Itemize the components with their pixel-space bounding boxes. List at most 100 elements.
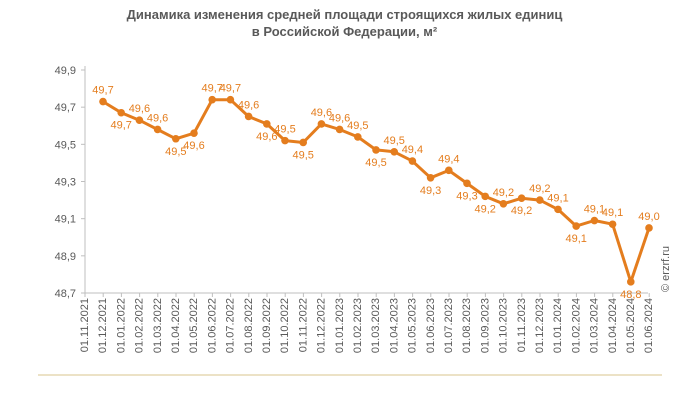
x-tick-label: 01.11.2023 [516,298,528,352]
data-point [426,173,435,182]
x-tick-label: 01.06.2024 [643,298,655,353]
x-tick-label: 01.11.2022 [297,298,309,352]
data-point [226,95,235,104]
data-point [608,220,617,229]
data-label: 49,1 [602,207,623,219]
data-point [335,125,344,134]
chart-plot-area: 49,749,749,649,649,549,649,749,749,649,6… [92,83,659,301]
watermark: © erzrf.ru [660,246,672,292]
data-label: 49,5 [165,146,186,158]
data-label: 49,5 [292,149,313,161]
x-tick-label: 01.09.2023 [479,298,491,353]
data-point [408,157,417,165]
y-tick-label: 49,7 [55,102,76,114]
x-tick-label: 01.01.2022 [115,298,127,353]
x-tick-label: 01.02.2023 [352,298,364,353]
x-tick-label: 01.01.2023 [334,298,346,353]
data-point [536,196,544,204]
y-tick-label: 49,1 [55,214,76,226]
series-line [101,98,651,284]
y-tick-label: 48,7 [55,288,76,300]
data-point [244,112,253,121]
data-point [499,200,508,208]
y-tick-label: 48,9 [55,251,76,263]
x-tick-label: 01.12.2023 [534,298,546,353]
data-label: 49,3 [420,185,441,197]
data-point [153,125,162,134]
chart-title-line-1: Динамика изменения средней площади строя… [126,7,563,22]
data-point [263,120,271,128]
x-tick-label: 01.05.2022 [188,298,200,353]
chart-title: Динамика изменения средней площади строя… [0,6,689,40]
x-tick-label: 01.10.2022 [279,298,291,353]
data-label: 49,2 [511,205,532,217]
data-label: 49,5 [365,157,386,169]
data-label: 49,4 [402,144,423,156]
data-label: 49,1 [547,192,568,204]
data-point [354,133,362,141]
data-label: 49,2 [529,183,550,195]
data-label: 49,5 [383,135,404,147]
data-point [135,116,144,124]
data-label: 49,1 [565,233,586,245]
data-label: 49,7 [110,120,131,132]
x-tick-label: 01.12.2021 [97,298,109,353]
x-tick-label: 01.03.2022 [152,298,164,353]
chart-title-line-2: в Российской Федерации, м² [251,24,438,39]
data-label: 49,7 [92,85,113,97]
data-label: 49,1 [584,204,605,216]
data-point [517,194,526,203]
x-tick-label: 01.03.2024 [589,298,601,353]
data-point [99,97,107,106]
data-point [281,136,289,145]
data-label: 48,8 [620,289,641,301]
x-tick-label: 01.08.2022 [243,298,255,353]
data-point [481,192,490,201]
data-label: 49,0 [638,211,659,223]
data-point [445,166,453,175]
x-tick-label: 01.06.2023 [425,298,437,353]
data-label: 49,2 [493,187,514,199]
chart-axes: 48,7 48,9 49,1 49,3 49,5 49,7 49,9 01.11.2021 01… [38,65,662,376]
data-label: 49,6 [311,107,332,119]
x-tick-label: 01.04.2024 [607,298,619,353]
data-label: 49,5 [274,124,295,136]
data-label: 49,3 [456,190,477,202]
data-label: 49,6 [147,112,168,124]
data-point [590,216,599,225]
x-tick-label: 01.04.2023 [388,298,400,353]
x-tick-label: 01.03.2023 [370,298,382,353]
x-tick-label: 01.12.2022 [316,298,328,353]
y-tick-label: 49,9 [55,65,76,77]
y-tick-label: 49,5 [55,139,76,151]
x-tick-label: 01.05.2024 [625,298,637,353]
data-label: 49,7 [201,83,222,95]
x-tick-label: 01.10.2023 [498,298,510,353]
data-point [208,95,216,104]
x-tick-label: 01.02.2024 [570,298,582,353]
x-tick-label: 01.02.2022 [134,298,146,353]
x-tick-label: 01.07.2023 [443,298,455,353]
data-point [317,120,326,128]
x-tick-label: 01.09.2022 [261,298,273,353]
data-label: 49,7 [220,83,241,95]
data-point [372,146,380,154]
data-point [645,224,653,232]
data-point [554,205,562,214]
x-tick-label: 01.05.2023 [407,298,419,353]
data-label: 49,5 [347,120,368,132]
y-tick-label: 49,3 [55,177,76,189]
x-tick-label: 01.11.2021 [79,298,91,352]
data-label: 49,6 [129,103,150,115]
x-tick-label: 01.08.2023 [461,298,473,353]
data-point [172,134,180,143]
data-point [572,222,580,230]
data-label: 49,6 [256,131,277,143]
data-point [299,138,308,147]
data-label: 49,4 [438,153,459,165]
data-point [463,179,471,188]
data-point [627,278,635,286]
data-point [117,108,125,117]
data-label: 49,6 [329,112,350,124]
